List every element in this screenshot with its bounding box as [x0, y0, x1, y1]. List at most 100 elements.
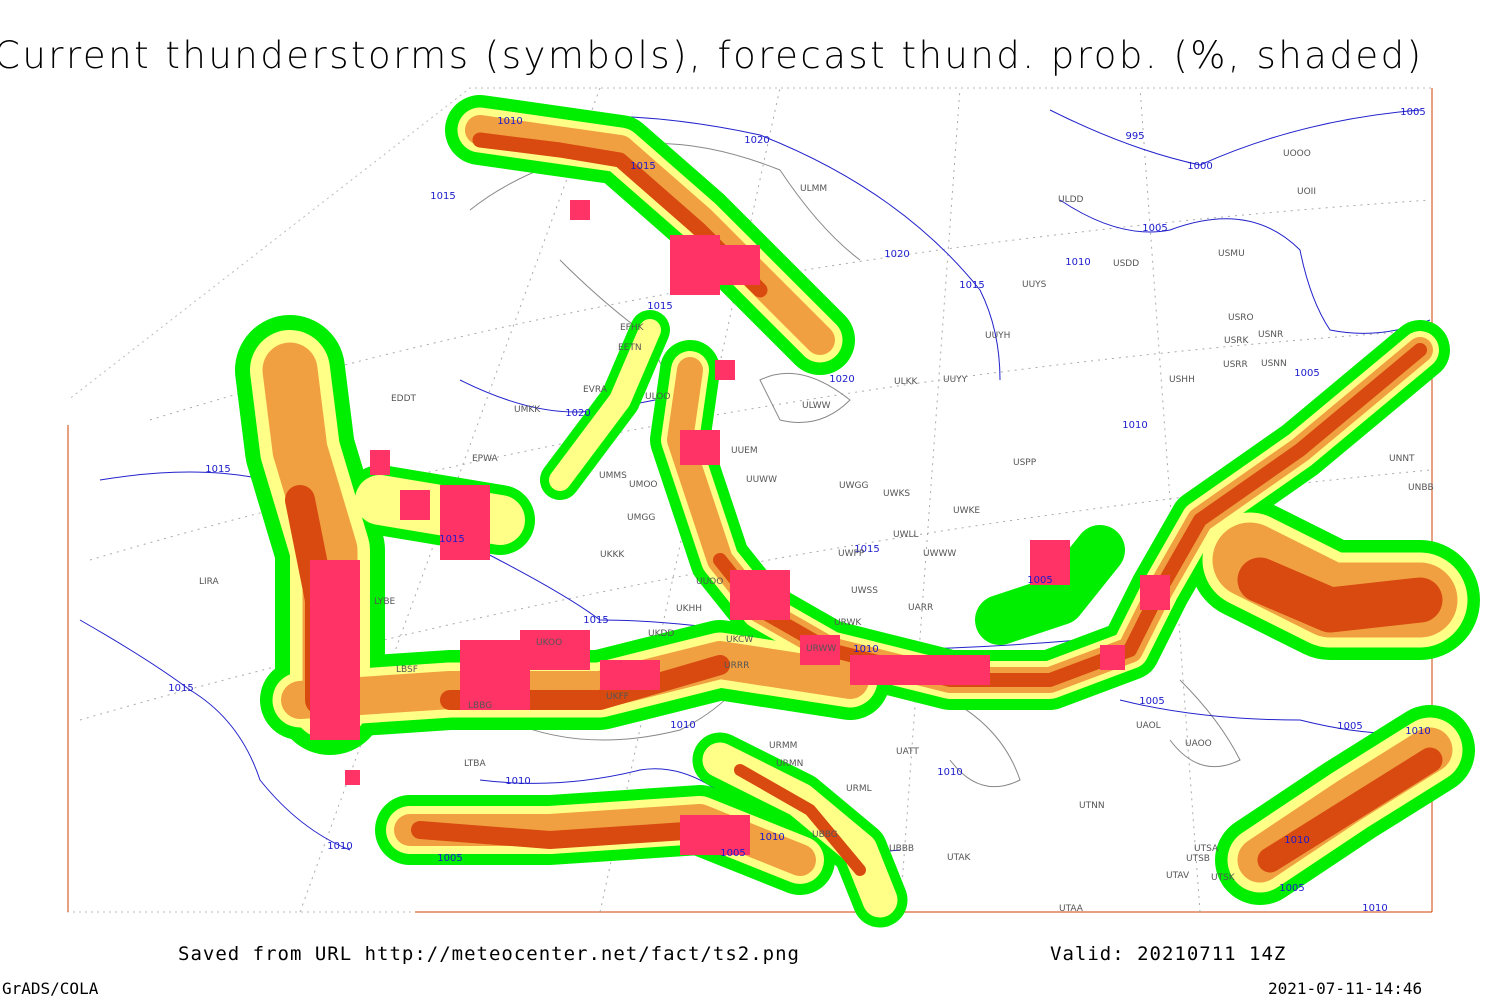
station-label: UBBB	[889, 844, 914, 854]
station-label: UKHH	[676, 604, 702, 614]
station-label: UUOO	[696, 577, 723, 587]
isobar-label: 1005	[1279, 883, 1304, 894]
station-label: UKKK	[600, 550, 625, 560]
station-label: UOOO	[1283, 149, 1311, 159]
isobar-label: 1015	[205, 464, 230, 475]
software: GrADS/COLA	[2, 979, 99, 998]
station-label: UBBG	[812, 830, 838, 840]
isobar-label: 1010	[327, 841, 352, 852]
station-label: UUWW	[746, 475, 777, 485]
isobar-label: 1005	[1139, 696, 1164, 707]
station-label: LBSF	[396, 665, 418, 675]
station-label: UWWW	[923, 549, 956, 559]
station-label: UAOL	[1136, 721, 1161, 731]
station-label: LYBE	[374, 597, 395, 607]
isobar-label: 1010	[759, 832, 784, 843]
station-label: UUYY	[943, 375, 968, 385]
station-label: UAOO	[1185, 739, 1212, 749]
station-label: UMKK	[514, 405, 541, 415]
isobar-label: 1010	[670, 720, 695, 731]
station-label: UATT	[896, 747, 919, 757]
station-label: LIRA	[199, 577, 220, 587]
station-label: UUYS	[1022, 280, 1047, 290]
isobar-label: 1015	[647, 301, 672, 312]
station-label: USDD	[1113, 259, 1139, 269]
isobar-label: 1010	[497, 116, 522, 127]
isobar-label: 1005	[1142, 223, 1167, 234]
title: Current thunderstorms (symbols), forecas…	[0, 34, 1424, 77]
station-label: ULWW	[802, 401, 831, 411]
station-label: URML	[846, 784, 872, 794]
labels: 1010 1015 1020 995 1000 1005 1015 1005 1020 1010 1…	[168, 107, 1433, 914]
isobar-label: 1020	[565, 408, 590, 419]
station-label: URRR	[724, 661, 749, 671]
isobar-label: 1010	[1362, 903, 1387, 914]
station-label: EPWA	[472, 454, 499, 464]
station-label: UWKE	[953, 506, 980, 516]
isobar-label: 1020	[884, 249, 909, 260]
isobar-label: 1010	[1122, 420, 1147, 431]
isobar-label: 1010	[1065, 257, 1090, 268]
isobar-label: 1020	[744, 135, 769, 146]
station-label: UTNN	[1079, 801, 1105, 811]
station-label: UWGG	[839, 481, 868, 491]
station-label: UUEM	[731, 446, 758, 456]
station-label: UTSK	[1211, 873, 1236, 883]
station-label: USRO	[1228, 313, 1254, 323]
isobar-label: 1010	[853, 644, 878, 655]
station-label: UMMS	[599, 471, 627, 481]
valid-time: Valid: 20210711 14Z	[1050, 943, 1286, 965]
thunderstorm-symbols	[310, 200, 1170, 855]
station-label: UWSS	[851, 586, 878, 596]
isobar-label: 1005	[437, 853, 462, 864]
station-label: UMGG	[627, 513, 655, 523]
station-label: UWPP	[838, 549, 865, 559]
station-label: UTAK	[947, 853, 972, 863]
station-label: UMOO	[629, 480, 658, 490]
isobar-label: 1000	[1187, 161, 1212, 172]
station-label: LTBA	[464, 759, 486, 769]
isobar-label: 1015	[959, 280, 984, 291]
station-label: URMM	[769, 741, 797, 751]
isobar-label: 1015	[168, 683, 193, 694]
station-label: USRK	[1224, 336, 1250, 346]
station-label: UKDD	[648, 629, 674, 639]
isobar-label: 995	[1125, 131, 1144, 142]
station-label: URMN	[776, 759, 803, 769]
station-label: UWLL	[893, 530, 919, 540]
station-label: UTAA	[1059, 904, 1084, 914]
station-label: UTAV	[1166, 871, 1190, 881]
station-label: UTSA	[1194, 844, 1219, 854]
station-label: UWKS	[883, 489, 910, 499]
isobar-label: 1005	[720, 848, 745, 859]
station-label: URWW	[806, 644, 836, 654]
station-label: LBBG	[468, 701, 492, 711]
thunderstorm-probability-shading	[235, 95, 1480, 928]
station-label: URWK	[834, 618, 862, 628]
station-label: ULOO	[645, 392, 670, 402]
isobar-label: 1005	[1027, 575, 1052, 586]
isobar-label: 1010	[1405, 726, 1430, 737]
station-label: UNNT	[1389, 454, 1415, 464]
station-label: USNN	[1261, 359, 1287, 369]
station-label: USHH	[1169, 375, 1195, 385]
isobar-label: 1015	[854, 544, 879, 555]
isobar-label: 1015	[630, 161, 655, 172]
isobar-label: 1015	[583, 615, 608, 626]
isobar-label: 1010	[937, 767, 962, 778]
isobar-label: 1005	[1337, 721, 1362, 732]
station-label: USPP	[1013, 458, 1037, 468]
station-label: ULMM	[800, 184, 827, 194]
isobar-label: 1010	[505, 776, 530, 787]
timestamp: 2021-07-11-14:46	[1268, 979, 1422, 998]
station-label: USMU	[1218, 249, 1245, 259]
station-label: UTSB	[1186, 854, 1210, 864]
station-label: UOII	[1297, 187, 1316, 197]
station-label: UKOO	[536, 638, 562, 648]
station-label: UNBB	[1408, 483, 1434, 493]
station-label: ULDD	[1058, 195, 1084, 205]
station-label: UKFF	[606, 692, 629, 702]
isobar-label: 1015	[430, 191, 455, 202]
station-label: USNR	[1258, 330, 1283, 340]
